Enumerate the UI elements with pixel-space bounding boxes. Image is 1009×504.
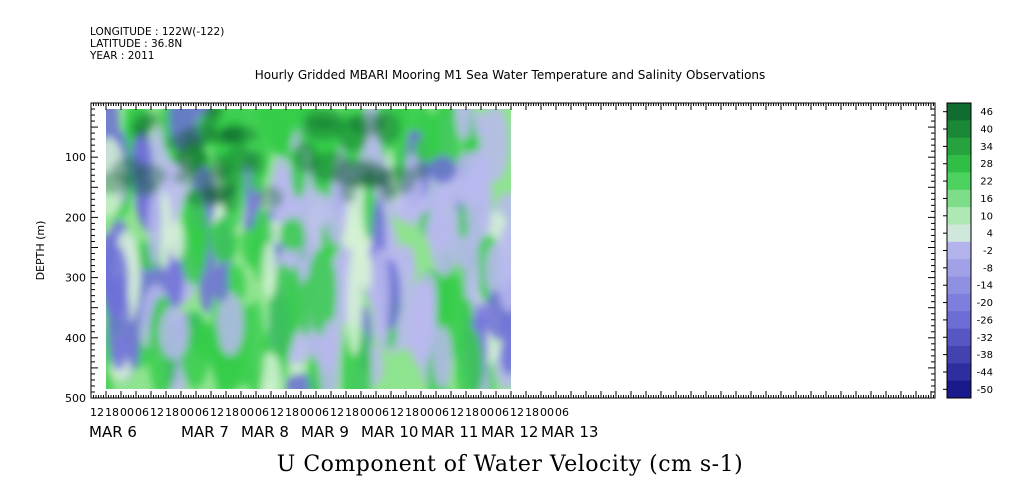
- y-tick-label: 200: [65, 211, 86, 224]
- y-tick-label: 100: [65, 151, 86, 164]
- x-date-label: MAR 7: [181, 423, 229, 441]
- colorbar-tick-label: 28: [980, 159, 993, 170]
- colorbar-swatch: [947, 224, 971, 243]
- x-hour-tick-label: 18: [345, 406, 359, 419]
- x-hour-tick-label: 18: [525, 406, 539, 419]
- x-hour-tick-label: 12: [510, 406, 524, 419]
- x-hour-tick-label: 18: [465, 406, 479, 419]
- colorbar-tick-label: 16: [980, 194, 993, 205]
- x-hour-tick-label: 00: [120, 406, 134, 419]
- colorbar-tick-label: 4: [987, 229, 993, 240]
- x-hour-tick-label: 06: [375, 406, 389, 419]
- colorbar-tick-label: -8: [983, 263, 993, 274]
- colorbar-tick-label: 40: [980, 125, 993, 136]
- x-hour-tick-label: 00: [540, 406, 554, 419]
- y-tick-label: 400: [65, 332, 86, 345]
- x-hour-tick-label: 06: [315, 406, 329, 419]
- x-hour-tick-label: 06: [195, 406, 209, 419]
- x-date-label: MAR 6: [89, 423, 137, 441]
- x-hour-tick-label: 12: [450, 406, 464, 419]
- x-hour-tick-label: 18: [285, 406, 299, 419]
- x-date-label: MAR 8: [241, 423, 289, 441]
- colorbar-tick-label: -44: [977, 367, 993, 378]
- colorbar-tick-label: -32: [977, 333, 993, 344]
- y-tick-label: 500: [65, 392, 86, 405]
- colorbar-swatch: [947, 155, 971, 173]
- x-hour-tick-label: 12: [150, 406, 164, 419]
- x-hour-tick-label: 06: [135, 406, 149, 419]
- colorbar-swatch: [947, 328, 971, 347]
- colorbar-tick-label: 22: [980, 177, 993, 188]
- variable-label: U Component of Water Velocity (cm s-1): [276, 452, 744, 477]
- colorbar-swatch: [947, 293, 971, 312]
- colorbar-swatch: [947, 311, 971, 330]
- colorbar-swatch: [947, 380, 971, 399]
- colorbar-swatch: [947, 137, 971, 156]
- x-hour-tick-label: 00: [480, 406, 494, 419]
- x-date-label: MAR 9: [301, 423, 349, 441]
- colorbar-tick-label: -38: [977, 350, 993, 361]
- colorbar-tick-label: -14: [977, 281, 993, 292]
- colorbar-swatch: [947, 103, 971, 121]
- colorbar-tick-label: -2: [983, 246, 993, 257]
- x-hour-tick-label: 00: [300, 406, 314, 419]
- x-hour-tick-label: 18: [105, 406, 119, 419]
- y-axis-label: DEPTH (m): [34, 221, 47, 281]
- x-hour-tick-label: 06: [495, 406, 509, 419]
- colorbar-swatch: [947, 276, 971, 295]
- x-hour-tick-label: 12: [270, 406, 284, 419]
- colorbar-swatch: [947, 120, 971, 139]
- x-hour-tick-label: 00: [240, 406, 254, 419]
- longitude-label: LONGITUDE : 122W(-122): [90, 26, 225, 38]
- x-hour-tick-label: 12: [90, 406, 104, 419]
- x-hour-tick-label: 00: [360, 406, 374, 419]
- x-date-label: MAR 12: [481, 423, 538, 441]
- x-hour-tick-label: 12: [210, 406, 224, 419]
- x-date-label: MAR 11: [421, 423, 478, 441]
- y-tick-label: 300: [65, 272, 86, 285]
- x-hour-tick-label: 00: [420, 406, 434, 419]
- colorbar-tick-label: -26: [977, 315, 993, 326]
- colorbar-tick-label: 34: [980, 142, 993, 153]
- colorbar-tick-label: -20: [977, 298, 993, 309]
- colorbar: 46 40 34 28 22 16 10 4 -2 -8 -14 -20 -26 -32 -38 -44 -50: [943, 102, 993, 399]
- x-hour-tick-label: 00: [180, 406, 194, 419]
- colorbar-tick-label: 10: [980, 211, 993, 222]
- x-date-label: MAR 13: [541, 423, 598, 441]
- x-hour-tick-label: 06: [435, 406, 449, 419]
- chart-title: Hourly Gridded MBARI Mooring M1 Sea Wate…: [254, 68, 766, 82]
- colorbar-swatch: [947, 259, 971, 278]
- colorbar-swatch: [947, 189, 971, 208]
- x-hour-tick-label: 18: [225, 406, 239, 419]
- colorbar-tick-label: -50: [977, 385, 993, 396]
- heatmap-field: [106, 109, 511, 389]
- colorbar-swatch: [947, 345, 971, 364]
- x-hour-tick-label: 12: [330, 406, 344, 419]
- x-hour-tick-label: 06: [555, 406, 569, 419]
- x-hour-tick-label: 06: [255, 406, 269, 419]
- year-label: YEAR : 2011: [90, 50, 155, 62]
- plot-area: [106, 109, 511, 389]
- x-hour-tick-label: 18: [405, 406, 419, 419]
- latitude-label: LATITUDE : 36.8N: [90, 38, 183, 50]
- colorbar-swatch: [947, 207, 971, 225]
- colorbar-swatch: [947, 172, 971, 191]
- x-hour-tick-label: 18: [165, 406, 179, 419]
- colorbar-swatch: [947, 363, 971, 382]
- colorbar-tick-label: 46: [980, 107, 993, 118]
- colorbar-swatch: [947, 241, 971, 260]
- x-hour-tick-label: 12: [390, 406, 404, 419]
- x-date-label: MAR 10: [361, 423, 418, 441]
